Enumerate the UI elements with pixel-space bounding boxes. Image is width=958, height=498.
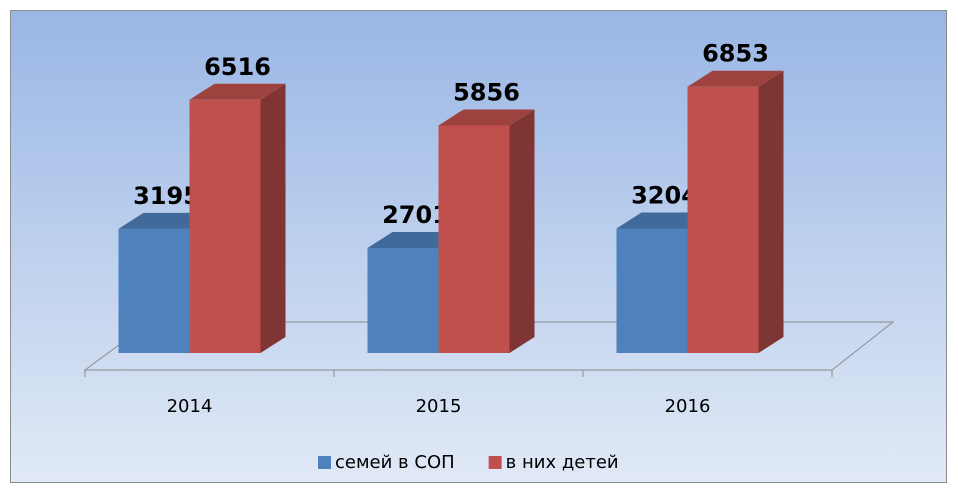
data-label: 6853 [702,40,769,68]
data-label: 5856 [453,78,520,106]
x-tick-label: 2015 [416,396,462,417]
bar [687,86,759,353]
bar-top [687,70,784,87]
data-label: 3204 [631,182,698,210]
bar [438,125,510,353]
x-tick-label: 2016 [665,396,711,417]
bar [616,228,688,353]
bar-side [758,70,784,353]
data-label: 3195 [133,182,200,210]
legend-label: семей в СОП [335,452,455,473]
bar [189,99,261,353]
bar-side [260,83,286,353]
data-label: 2701 [382,201,449,229]
bar [367,248,439,353]
bar-top [189,83,286,100]
data-label: 6516 [204,53,271,81]
bar [118,228,190,353]
legend-label: в них детей [506,452,619,473]
bar-side [509,109,535,353]
x-tick-label: 2014 [167,396,213,417]
legend-swatch [488,456,502,469]
legend-swatch [318,456,331,469]
bar-top [438,109,535,126]
